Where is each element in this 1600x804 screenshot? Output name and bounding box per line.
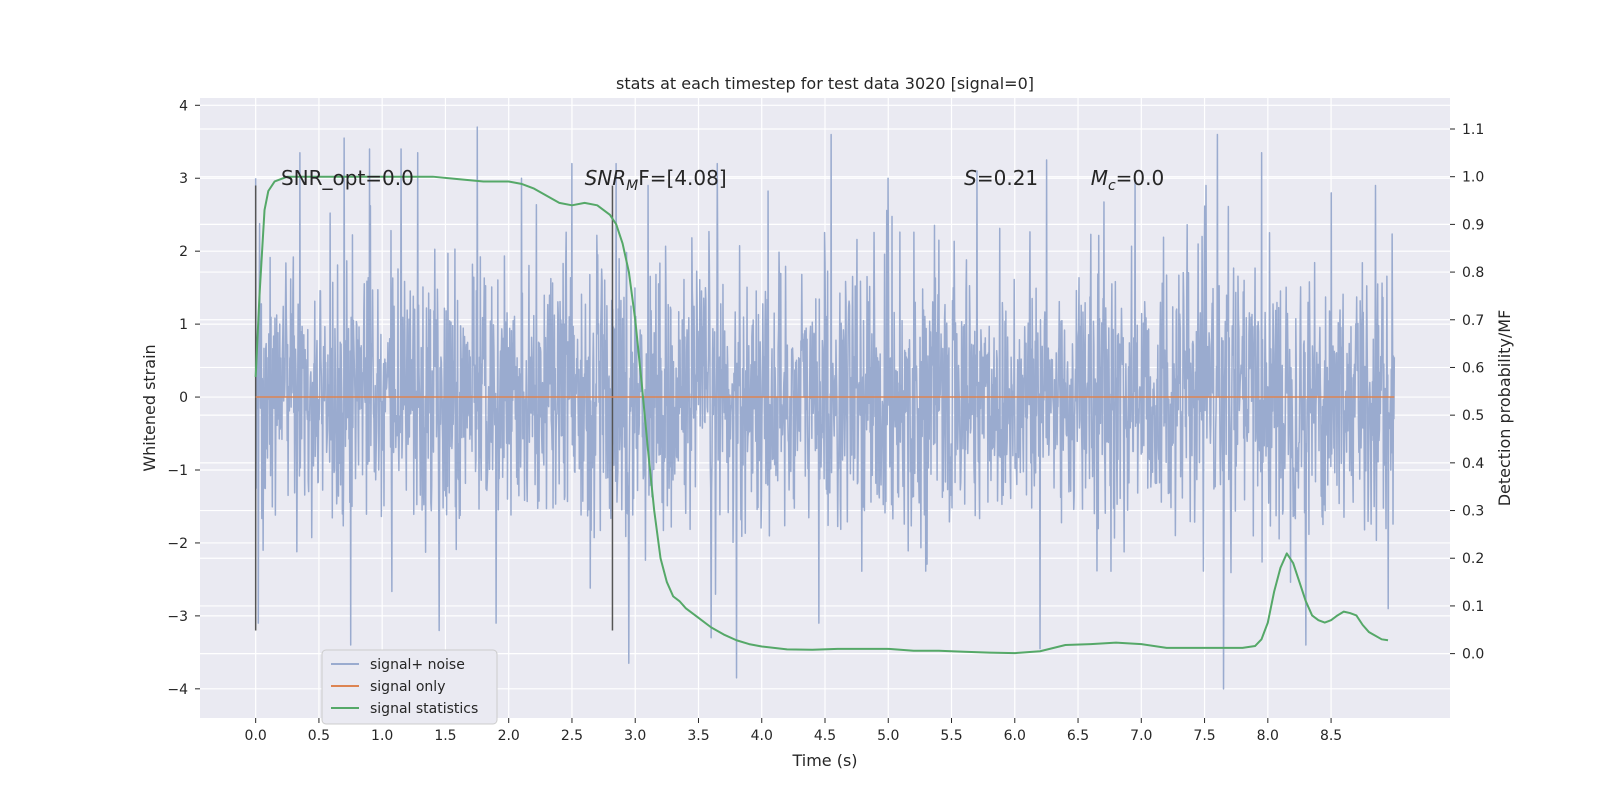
y-left-tick-label: 4 [179,98,188,114]
annotation-chirp-mass: Mc=0.0 [1091,166,1165,194]
y-right-tick-label: 1.0 [1462,170,1484,186]
y-left-tick-label: 0 [179,390,188,406]
y-left-tick-label: −1 [167,463,188,479]
y-right-tick-label: 0.1 [1462,599,1484,615]
annotation-layer: SNR_opt=0.0 SNRMF=[4.08] S=0.21 Mc=0.0 [281,166,1164,194]
y-right-tick-label: 0.9 [1462,217,1484,233]
x-tick-label: 8.5 [1320,728,1342,744]
x-tick-label: 5.5 [940,728,962,744]
y-axis-label-left: Whitened strain [140,344,159,471]
legend-label-noise: signal+ noise [370,657,465,673]
y-left-tick-label: −2 [167,536,188,552]
legend: signal+ noise signal only signal statist… [321,649,498,725]
y-right-tick-label: 0.3 [1462,504,1484,520]
y-axis-label-right: Detection probability/MF [1495,310,1514,507]
x-tick-label: 8.0 [1257,728,1279,744]
x-tick-label: 7.5 [1193,728,1215,744]
x-tick-label: 2.5 [561,728,583,744]
annotation-snr-mf: SNRMF=[4.08] [585,166,727,194]
y-right-tick-label: 0.4 [1462,456,1484,472]
series-signal-noise-line [254,126,1396,690]
legend-label-stats: signal statistics [370,701,478,717]
x-tick-label: 6.0 [1004,728,1026,744]
y-right-tick-label: 0.6 [1462,360,1484,376]
x-tick-label: 3.0 [624,728,646,744]
y-right-tick-label: 1.1 [1462,122,1484,138]
y-left-tick-label: 2 [179,244,188,260]
legend-label-signal: signal only [370,679,445,695]
x-tick-label: 4.5 [814,728,836,744]
y-right-tick-label: 0.2 [1462,551,1484,567]
x-tick-label: 0.0 [245,728,267,744]
y-right-tick-label: 0.7 [1462,313,1484,329]
y-left-tick-label: 1 [179,317,188,333]
series-signal-statistics-line [254,175,1389,655]
x-tick-label: 1.0 [371,728,393,744]
x-tick-label: 4.0 [751,728,773,744]
y-left-tick-label: −4 [167,682,188,698]
y-right-tick-label: 0.8 [1462,265,1484,281]
x-tick-label: 2.0 [498,728,520,744]
x-tick-label: 5.0 [877,728,899,744]
x-tick-label: 6.5 [1067,728,1089,744]
y-left-tick-label: −3 [167,609,188,625]
x-tick-label: 0.5 [308,728,330,744]
annotation-s-stat: S=0.21 [964,166,1038,190]
y-right-tick-label: 0.5 [1462,408,1484,424]
y-right-tick-label: 0.0 [1462,647,1484,663]
annotation-snr-opt: SNR_opt=0.0 [281,166,414,190]
legend-box [321,649,498,725]
x-tick-label: 3.5 [687,728,709,744]
x-tick-label: 1.5 [434,728,456,744]
tick-layer: 0.0 0.5 1.0 1.5 2.0 2.5 3.0 3.5 4.0 4.5 5.0 5.5 6.0 6… [167,98,1484,744]
x-axis-label: Time (s) [791,751,857,770]
x-tick-label: 7.0 [1130,728,1152,744]
y-left-tick-label: 3 [179,171,188,187]
series-layer [254,126,1396,690]
chart-title: stats at each timestep for test data 302… [616,74,1034,93]
